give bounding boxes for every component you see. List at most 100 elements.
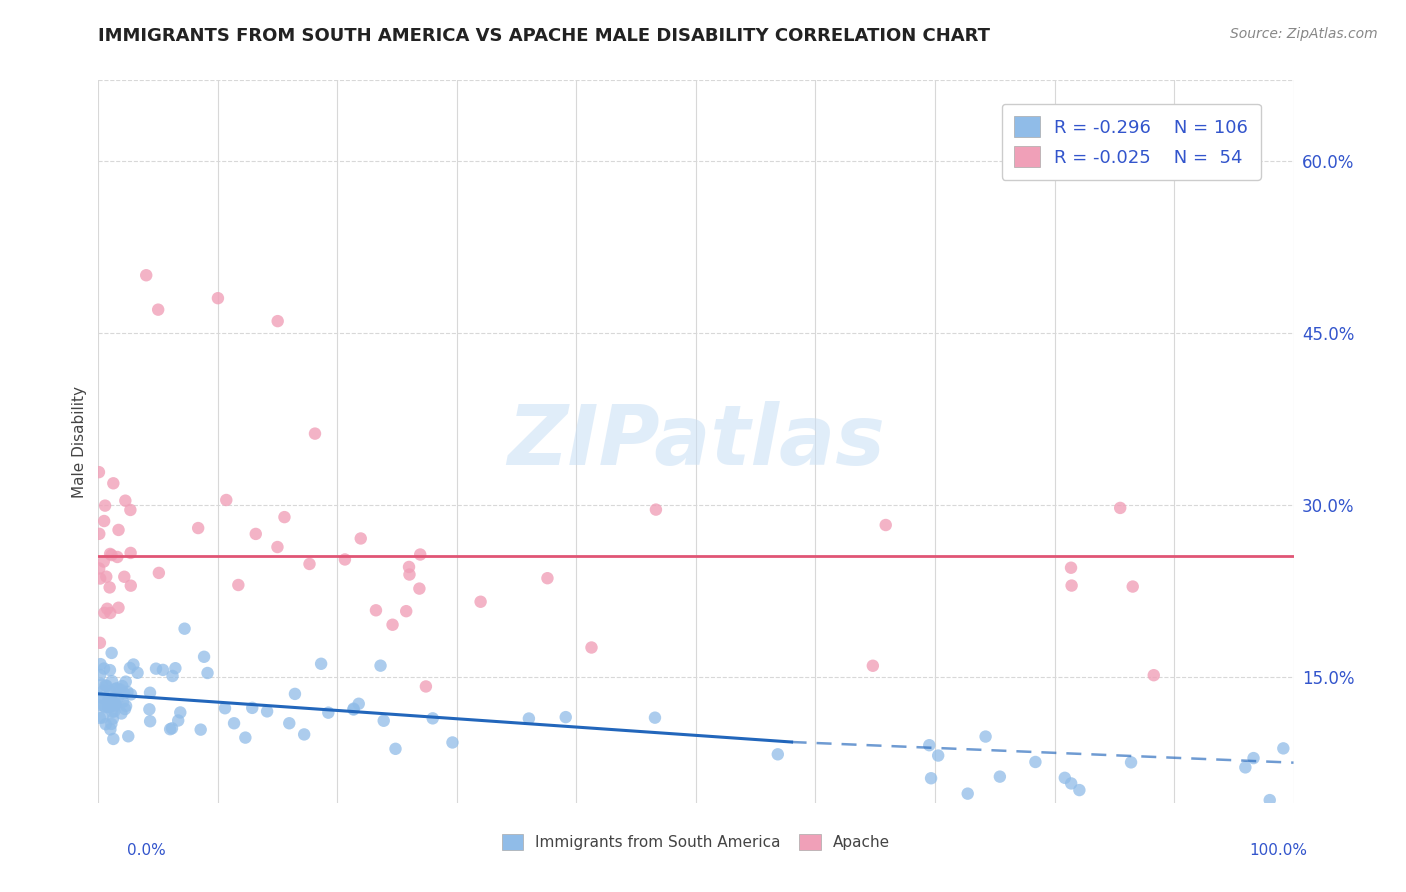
Point — [100, 695, 122, 709]
Point — [139, 686, 162, 700]
Point — [190, 723, 212, 737]
Text: 0.0%: 0.0% — [127, 843, 166, 858]
Point — [103, 731, 125, 746]
Point — [1258, 793, 1281, 807]
Point — [187, 521, 209, 535]
Point — [98, 663, 121, 677]
Point — [97, 698, 120, 713]
Point — [98, 684, 121, 698]
Point — [422, 711, 444, 725]
Point — [398, 560, 420, 574]
Text: ZIPatlas: ZIPatlas — [508, 401, 884, 482]
Point — [87, 698, 110, 713]
Point — [927, 748, 949, 763]
Point — [197, 665, 219, 680]
Text: IMMIGRANTS FROM SOUTH AMERICA VS APACHE MALE DISABILITY CORRELATION CHART: IMMIGRANTS FROM SOUTH AMERICA VS APACHE … — [98, 27, 990, 45]
Point — [105, 549, 128, 564]
Point — [148, 302, 170, 317]
Point — [408, 582, 430, 596]
Point — [554, 710, 576, 724]
Point — [350, 532, 373, 546]
Point — [89, 572, 111, 586]
Point — [160, 721, 183, 735]
Point — [112, 570, 135, 584]
Point — [152, 663, 174, 677]
Point — [364, 603, 387, 617]
Point — [1109, 500, 1132, 515]
Point — [409, 548, 432, 562]
Point — [139, 714, 162, 729]
Point — [1060, 560, 1083, 574]
Point — [89, 526, 111, 541]
Point — [536, 571, 558, 585]
Point — [169, 706, 191, 720]
Point — [441, 735, 464, 749]
Point — [222, 716, 245, 731]
Point — [292, 727, 315, 741]
Point — [373, 714, 395, 728]
Legend: Immigrants from South America, Apache: Immigrants from South America, Apache — [496, 829, 896, 856]
Point — [875, 518, 897, 533]
Point — [96, 569, 118, 583]
Point — [347, 697, 370, 711]
Point — [93, 698, 115, 713]
Point — [309, 657, 332, 671]
Text: 100.0%: 100.0% — [1250, 843, 1308, 858]
Point — [1119, 756, 1142, 770]
Point — [93, 606, 115, 620]
Point — [100, 646, 122, 660]
Y-axis label: Male Disability: Male Disability — [72, 385, 87, 498]
Point — [97, 694, 120, 708]
Point — [644, 711, 666, 725]
Point — [766, 747, 789, 762]
Point — [215, 493, 238, 508]
Point — [342, 701, 364, 715]
Point — [173, 622, 195, 636]
Point — [1243, 751, 1265, 765]
Point — [93, 514, 115, 528]
Point — [87, 465, 110, 479]
Point — [89, 668, 111, 682]
Point — [1143, 668, 1166, 682]
Point — [93, 661, 115, 675]
Point — [98, 581, 121, 595]
Point — [920, 771, 942, 785]
Point — [115, 698, 138, 713]
Point — [120, 579, 142, 593]
Point — [266, 540, 288, 554]
Point — [1060, 578, 1083, 592]
Point — [127, 665, 149, 680]
Point — [112, 686, 135, 700]
Point — [135, 268, 157, 283]
Point — [93, 684, 115, 698]
Point — [207, 291, 229, 305]
Point — [101, 705, 124, 719]
Point — [98, 606, 121, 620]
Point — [90, 677, 112, 691]
Point — [96, 679, 118, 693]
Point — [145, 662, 167, 676]
Point — [114, 674, 136, 689]
Point — [120, 503, 142, 517]
Point — [1234, 760, 1257, 774]
Point — [89, 636, 111, 650]
Text: Source: ZipAtlas.com: Source: ZipAtlas.com — [1230, 27, 1378, 41]
Point — [97, 697, 120, 711]
Point — [103, 697, 125, 711]
Point — [103, 476, 125, 491]
Point — [96, 601, 118, 615]
Point — [94, 499, 117, 513]
Point — [267, 314, 290, 328]
Point — [120, 687, 142, 701]
Point — [162, 669, 184, 683]
Point — [97, 700, 120, 714]
Point — [862, 658, 884, 673]
Point — [159, 722, 181, 736]
Point — [235, 731, 257, 745]
Point — [148, 566, 170, 580]
Point — [1060, 776, 1083, 790]
Point — [645, 502, 668, 516]
Point — [398, 567, 420, 582]
Point — [318, 706, 340, 720]
Point — [91, 710, 114, 724]
